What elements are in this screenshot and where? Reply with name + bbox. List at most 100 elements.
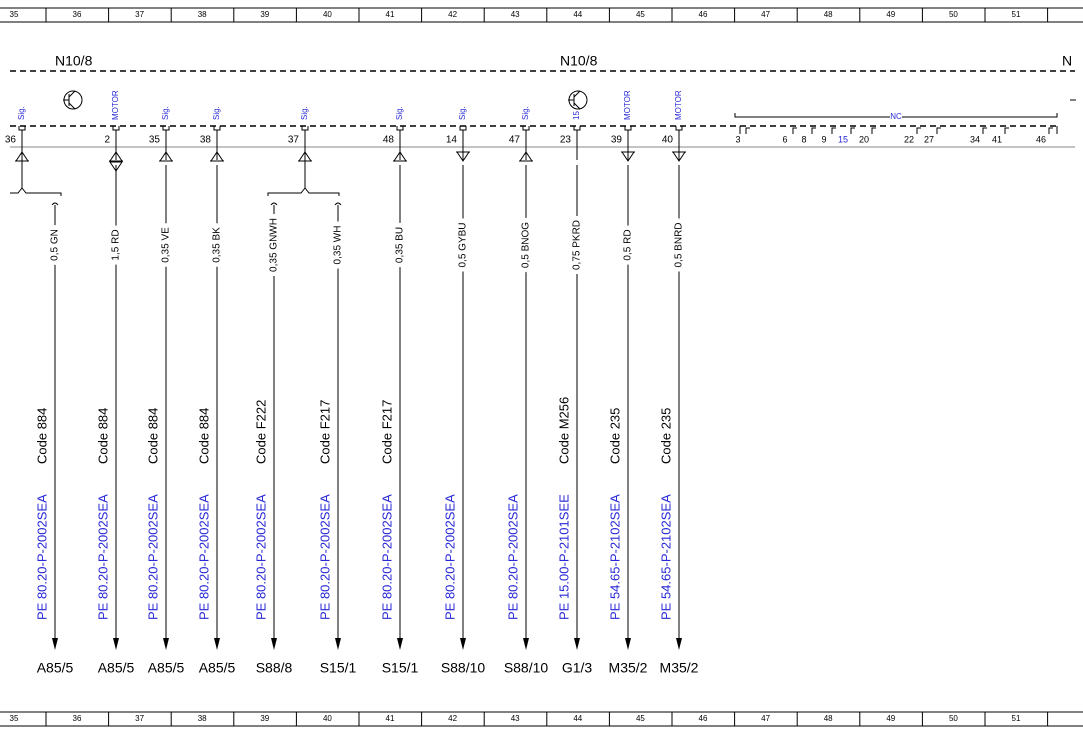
- wire-reference: PE 80.20-P-2002SEA: [196, 494, 211, 620]
- nc-mark: [871, 127, 876, 134]
- column-number: 45: [636, 714, 645, 723]
- column-number: 38: [198, 10, 207, 19]
- nc-pin: 6: [782, 134, 787, 144]
- connector-symbol: [15, 151, 29, 162]
- column-number: 48: [824, 10, 833, 19]
- nc-pin: 41: [992, 134, 1002, 144]
- component-label: N10/8: [55, 53, 93, 69]
- nc-mark: [792, 127, 797, 134]
- pin-tag: MOTOR: [674, 90, 683, 120]
- column-number: 37: [135, 714, 144, 723]
- wire-reference: PE 80.20-P-2002SEA: [95, 494, 110, 620]
- pin-tag: MOTOR: [623, 90, 632, 120]
- wire-destination: S88/10: [441, 660, 486, 676]
- nc-pin: 46: [1036, 134, 1046, 144]
- nc-mark: [982, 127, 987, 134]
- wire-label: 0,5 RD: [623, 229, 634, 260]
- column-number: 38: [198, 714, 207, 723]
- wire-code: Code M256: [556, 397, 571, 464]
- wire-end: [51, 202, 59, 206]
- wire-label: 0,75 PKRD: [572, 220, 583, 270]
- arrow: [397, 638, 403, 650]
- column-number: 43: [511, 714, 520, 723]
- wire-reference: PE 54.65-P-2102SEA: [607, 494, 622, 620]
- wire-destination: S88/10: [504, 660, 549, 676]
- connector-symbol: [621, 151, 635, 162]
- wire-label: 0,35 VE: [161, 227, 172, 263]
- column-number: 47: [761, 10, 770, 19]
- connector-symbol: [672, 151, 686, 162]
- pin-number: 23: [560, 135, 572, 146]
- wire-reference: PE 80.20-P-2002SEA: [34, 494, 49, 620]
- column-number: 51: [1012, 10, 1021, 19]
- pin-tag: Sig.: [300, 106, 309, 120]
- pin-number: 2: [104, 135, 110, 146]
- wire-label: 1,5 RD: [111, 229, 122, 260]
- pin-tag: Sig.: [395, 106, 404, 120]
- wire-destination: A85/5: [199, 660, 236, 676]
- nc-pin: 20: [859, 134, 869, 144]
- arrow: [113, 638, 119, 650]
- column-number: 48: [824, 714, 833, 723]
- nc-mark: [745, 127, 750, 134]
- arrow: [52, 638, 58, 650]
- component-label: N10/8: [560, 53, 598, 69]
- wire-code: Code 235: [658, 408, 673, 464]
- pin-tag: Sig.: [458, 106, 467, 120]
- arrow: [460, 638, 466, 650]
- nc-mark: [831, 127, 836, 134]
- column-number: 49: [886, 714, 895, 723]
- nc-mark: [1004, 127, 1009, 134]
- wire-reference: PE 80.20-P-2002SEA: [379, 494, 394, 620]
- wire-label: 0,5 GYBU: [458, 222, 469, 267]
- connector-symbol: [519, 151, 533, 162]
- nc-pin: 34: [970, 134, 980, 144]
- pin-number: 14: [446, 135, 458, 146]
- pin-number: 47: [509, 135, 521, 146]
- connector-symbol: [109, 161, 123, 172]
- wire-reference: PE 15.00-P-2101SEE: [556, 494, 571, 620]
- pin-number: 37: [288, 135, 300, 146]
- wire-label: 0,35 GNWH: [269, 218, 280, 272]
- nc-pin: 9: [821, 134, 826, 144]
- wire-destination: S15/1: [382, 660, 419, 676]
- connector-symbol: [393, 151, 407, 162]
- column-number: 44: [573, 10, 582, 19]
- connector-symbol: [210, 151, 224, 162]
- nc-pin: 15: [838, 134, 848, 144]
- wire-destination: S15/1: [320, 660, 357, 676]
- wire-destination: M35/2: [609, 660, 648, 676]
- arrow: [163, 638, 169, 650]
- nc-pin: 3: [735, 134, 740, 144]
- column-number: 45: [636, 10, 645, 19]
- wire-reference: PE 80.20-P-2002SEA: [253, 494, 268, 620]
- arrow: [335, 638, 341, 650]
- column-number: 35: [10, 714, 19, 723]
- nc-mark: [936, 127, 941, 134]
- column-number: 36: [73, 714, 82, 723]
- arrow: [574, 638, 580, 650]
- nc-mark: [1048, 127, 1053, 134]
- column-number: 46: [699, 10, 708, 19]
- pin-tag: Sig.: [212, 106, 221, 120]
- column-number: 49: [886, 10, 895, 19]
- nc-pin: 22: [904, 134, 914, 144]
- wire-destination: M35/2: [660, 660, 699, 676]
- connector-symbol: [159, 151, 173, 162]
- column-number: 37: [135, 10, 144, 19]
- column-number: 40: [323, 10, 332, 19]
- column-number: 41: [386, 10, 395, 19]
- pin-number: 35: [149, 135, 161, 146]
- wire-code: Code 884: [145, 408, 160, 464]
- column-number: 40: [323, 714, 332, 723]
- wire-label: 0,35 WH: [333, 226, 344, 265]
- connector-symbol: [109, 151, 123, 162]
- wire-label: 0,35 BK: [212, 227, 223, 263]
- pin-number: 36: [5, 135, 17, 146]
- wire-destination: A85/5: [148, 660, 185, 676]
- nc-label: NC: [890, 112, 902, 121]
- frame: [0, 7, 1083, 727]
- wire-reference: PE 80.20-P-2002SEA: [317, 494, 332, 620]
- arrow: [676, 638, 682, 650]
